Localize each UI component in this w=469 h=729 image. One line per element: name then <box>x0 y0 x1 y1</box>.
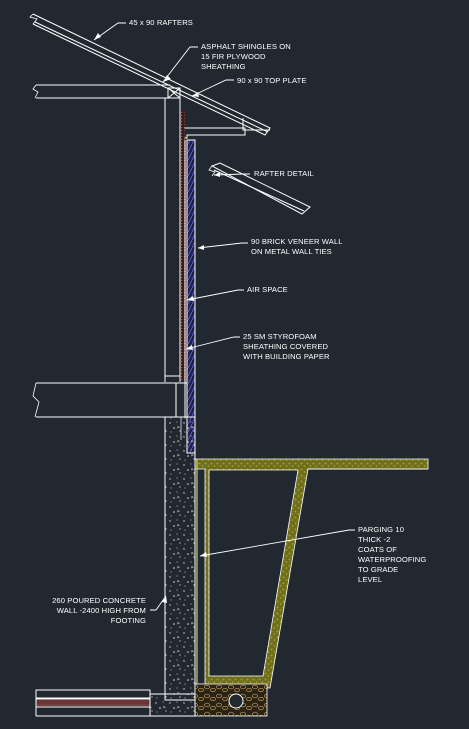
roof-rafter <box>29 13 271 136</box>
ceiling-joist <box>32 84 170 99</box>
label-styrofoam: 25 SM STYROFOAM SHEATHING COVERED WITH B… <box>243 332 330 361</box>
footing <box>149 693 196 717</box>
brick-veneer <box>186 139 196 454</box>
foundation-wall <box>164 416 196 701</box>
soffit <box>180 127 246 139</box>
leader-lines <box>93 22 355 611</box>
label-top-plate: 90 x 90 TOP PLATE <box>237 76 307 85</box>
label-air-space: AIR SPACE <box>247 285 288 294</box>
fascia <box>242 118 270 131</box>
floor-joist <box>32 375 180 418</box>
label-rafters: 45 x 90 RAFTERS <box>129 18 193 27</box>
label-parging: PARGING 10 THICK -2 COATS OF WATERPROOFI… <box>358 525 427 584</box>
label-foundation: 260 POURED CONCRETE WALL -2400 HIGH FROM… <box>52 596 146 625</box>
styrofoam-layer <box>180 110 185 380</box>
weeping-tile <box>228 693 244 709</box>
label-brick-veneer: 90 BRICK VENEER WALL ON METAL WALL TIES <box>251 237 343 256</box>
rafter-detail-block <box>208 162 311 215</box>
label-rafter-detail: RAFTER DETAIL <box>254 169 314 178</box>
top-plate <box>167 87 181 99</box>
basement-slab <box>35 689 151 717</box>
stud-wall <box>164 98 181 382</box>
label-shingles: ASPHALT SHINGLES ON 15 FIR PLYWOOD SHEAT… <box>201 42 291 71</box>
